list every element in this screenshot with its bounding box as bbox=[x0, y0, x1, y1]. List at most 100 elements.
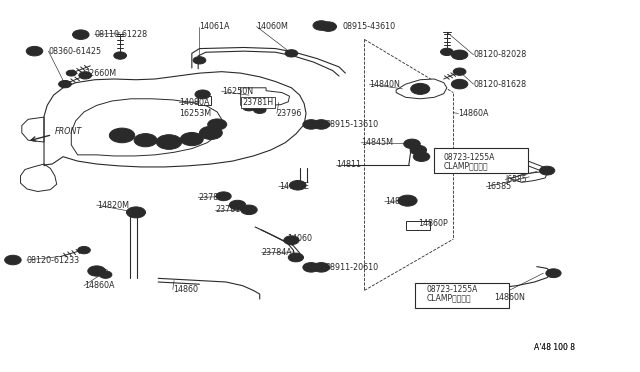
Circle shape bbox=[546, 269, 561, 278]
Text: FRONT: FRONT bbox=[55, 127, 82, 136]
Circle shape bbox=[451, 79, 468, 89]
Polygon shape bbox=[396, 79, 447, 99]
Circle shape bbox=[313, 120, 330, 129]
Text: 23781M: 23781M bbox=[215, 205, 248, 214]
Circle shape bbox=[189, 137, 197, 141]
Text: 14061A: 14061A bbox=[200, 22, 230, 31]
Text: 22660M: 22660M bbox=[84, 69, 116, 78]
Text: 14860N: 14860N bbox=[495, 293, 525, 302]
Polygon shape bbox=[241, 88, 289, 105]
Circle shape bbox=[313, 21, 330, 30]
Circle shape bbox=[398, 195, 417, 206]
Text: 23784A: 23784A bbox=[262, 248, 292, 257]
Circle shape bbox=[313, 263, 330, 272]
Circle shape bbox=[403, 198, 413, 203]
Circle shape bbox=[245, 208, 253, 212]
Circle shape bbox=[4, 255, 21, 265]
Text: A'48 100 8: A'48 100 8 bbox=[534, 343, 575, 352]
Circle shape bbox=[216, 192, 231, 201]
Text: J6585: J6585 bbox=[505, 175, 527, 184]
Text: 14840N: 14840N bbox=[369, 80, 401, 89]
Circle shape bbox=[209, 131, 216, 135]
Text: N: N bbox=[308, 264, 314, 270]
Bar bbox=[198, 96, 211, 105]
Circle shape bbox=[79, 72, 92, 79]
Circle shape bbox=[208, 119, 227, 130]
Text: 08120-82028: 08120-82028 bbox=[474, 50, 527, 59]
Text: 14860: 14860 bbox=[173, 285, 198, 294]
Circle shape bbox=[121, 133, 129, 138]
Circle shape bbox=[109, 128, 135, 143]
Text: CLAMPクランプ: CLAMPクランプ bbox=[444, 161, 488, 170]
Circle shape bbox=[134, 134, 157, 147]
Text: 14811: 14811 bbox=[336, 160, 361, 169]
Circle shape bbox=[88, 266, 106, 276]
Circle shape bbox=[285, 50, 298, 57]
Circle shape bbox=[220, 194, 227, 198]
Circle shape bbox=[413, 152, 429, 161]
Circle shape bbox=[72, 30, 89, 39]
Circle shape bbox=[408, 142, 416, 146]
Text: 14060E: 14060E bbox=[279, 182, 308, 191]
Text: V: V bbox=[319, 121, 324, 128]
Text: S: S bbox=[32, 48, 37, 54]
Circle shape bbox=[320, 22, 337, 31]
Circle shape bbox=[156, 135, 182, 149]
Circle shape bbox=[229, 200, 246, 210]
Circle shape bbox=[288, 253, 303, 262]
Circle shape bbox=[411, 83, 429, 94]
Text: 14060M: 14060M bbox=[257, 22, 289, 31]
Circle shape bbox=[234, 203, 241, 207]
Circle shape bbox=[540, 166, 555, 175]
Circle shape bbox=[294, 183, 301, 187]
Text: B: B bbox=[457, 52, 462, 58]
Circle shape bbox=[195, 90, 211, 99]
Circle shape bbox=[180, 132, 204, 146]
Text: 23796: 23796 bbox=[277, 109, 302, 118]
Text: W: W bbox=[317, 22, 325, 29]
Text: 08911-20610: 08911-20610 bbox=[325, 263, 378, 272]
Bar bbox=[434, 148, 528, 173]
Circle shape bbox=[193, 57, 206, 64]
Text: 16250N: 16250N bbox=[221, 87, 253, 96]
Text: B: B bbox=[78, 32, 83, 38]
Circle shape bbox=[415, 86, 426, 92]
Circle shape bbox=[418, 154, 426, 159]
Text: 08120-61233: 08120-61233 bbox=[27, 256, 80, 264]
Text: 14080A: 14080A bbox=[179, 98, 210, 107]
Bar bbox=[406, 221, 429, 230]
Circle shape bbox=[440, 48, 453, 55]
Circle shape bbox=[253, 106, 266, 113]
Circle shape bbox=[167, 140, 175, 144]
Circle shape bbox=[59, 80, 71, 88]
Text: 14820M: 14820M bbox=[97, 201, 129, 209]
Circle shape bbox=[114, 52, 127, 59]
Text: 08915-13610: 08915-13610 bbox=[325, 120, 378, 129]
Circle shape bbox=[143, 138, 151, 142]
Text: 08723-1255A: 08723-1255A bbox=[444, 153, 495, 162]
Text: 14832: 14832 bbox=[385, 197, 410, 206]
Text: 08110-61228: 08110-61228 bbox=[95, 30, 148, 39]
Text: 23785N: 23785N bbox=[198, 193, 229, 202]
Bar bbox=[415, 283, 509, 308]
Text: 23781H: 23781H bbox=[243, 98, 274, 107]
Circle shape bbox=[303, 263, 319, 272]
Circle shape bbox=[241, 205, 257, 215]
Circle shape bbox=[289, 180, 306, 190]
Circle shape bbox=[284, 236, 299, 245]
Circle shape bbox=[127, 207, 145, 218]
Circle shape bbox=[453, 68, 466, 76]
Circle shape bbox=[77, 247, 90, 254]
Text: 08915-43610: 08915-43610 bbox=[342, 22, 396, 31]
Text: 08360-61425: 08360-61425 bbox=[49, 46, 102, 56]
Text: CLAMPクランプ: CLAMPクランプ bbox=[427, 293, 471, 302]
Text: B: B bbox=[10, 257, 15, 263]
Text: 14860A: 14860A bbox=[84, 281, 115, 290]
Text: 08120-81628: 08120-81628 bbox=[474, 80, 527, 89]
Text: B: B bbox=[457, 81, 462, 87]
Text: 14060: 14060 bbox=[287, 234, 312, 243]
Text: 14860A: 14860A bbox=[458, 109, 489, 118]
Text: A'48 100 8: A'48 100 8 bbox=[534, 343, 575, 352]
Circle shape bbox=[257, 108, 263, 112]
Polygon shape bbox=[510, 172, 547, 182]
